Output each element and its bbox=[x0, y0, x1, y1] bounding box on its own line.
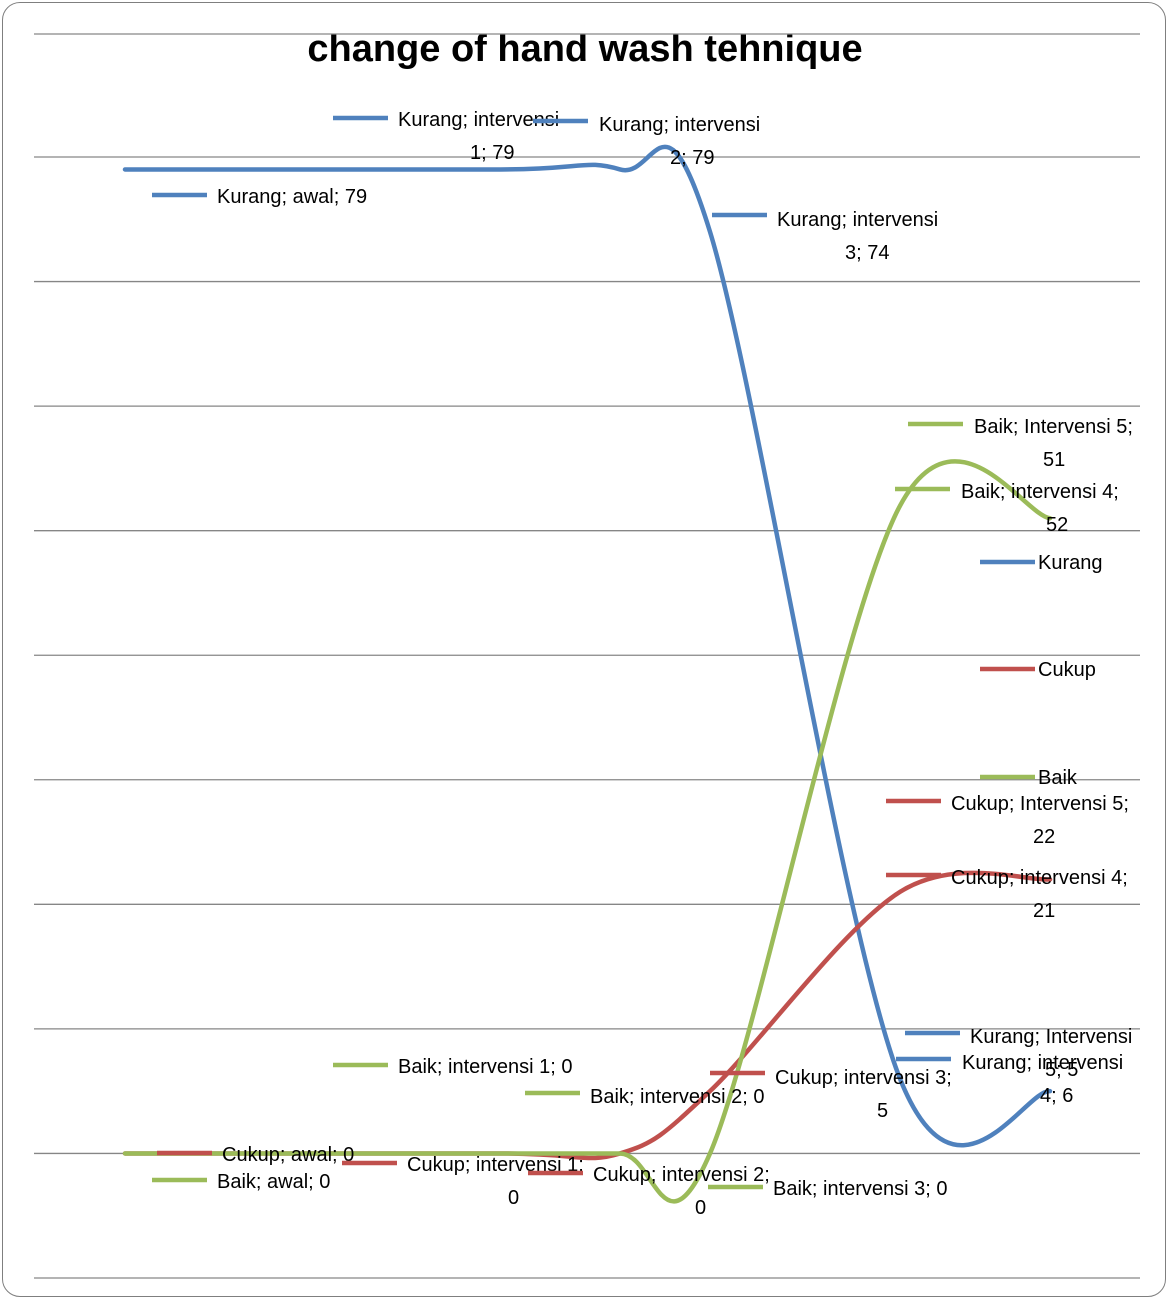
data-label: Baik; intervensi 3; 0 bbox=[773, 1178, 948, 1200]
data-label: Kurang; Intervensi bbox=[970, 1026, 1132, 1048]
data-label: Cukup; intervensi 4; bbox=[951, 867, 1128, 889]
data-label: Kurang; intervensi bbox=[777, 209, 938, 231]
gridlines bbox=[34, 33, 1140, 1279]
legend-label-baik: Baik bbox=[1038, 767, 1078, 789]
series-lines bbox=[122, 144, 1053, 1204]
data-label: 3; 74 bbox=[845, 242, 889, 264]
data-labels: Kurang; awal; 79 Kurang; intervensi 1; 79 K… bbox=[152, 109, 1133, 1219]
data-label: Baik; awal; 0 bbox=[217, 1171, 330, 1193]
data-label: Cukup; intervensi 3; bbox=[775, 1067, 952, 1089]
data-label: Cukup; intervensi 1; bbox=[407, 1154, 584, 1176]
data-label: Baik; intervensi 1; 0 bbox=[398, 1056, 573, 1078]
series-line-cukup bbox=[122, 870, 1053, 1161]
series-line-kurang bbox=[122, 144, 1053, 1148]
data-label: Kurang; intervensi bbox=[599, 114, 760, 136]
legend-label-cukup: Cukup bbox=[1038, 659, 1096, 681]
data-label: Kurang; awal; 79 bbox=[217, 186, 367, 208]
series-line-baik bbox=[122, 459, 1053, 1204]
data-label: Kurang; intervensi bbox=[962, 1052, 1123, 1074]
legend-label-kurang: Kurang bbox=[1038, 552, 1103, 574]
data-label: 5; 5 bbox=[1045, 1059, 1078, 1081]
data-label: Cukup; awal; 0 bbox=[222, 1144, 354, 1166]
data-label: Cukup; Intervensi 5; bbox=[951, 793, 1129, 815]
data-label: Cukup; intervensi 2; bbox=[593, 1164, 770, 1186]
data-label: Kurang; intervensi bbox=[398, 109, 559, 131]
data-label: Baik; intervensi 4; bbox=[961, 481, 1119, 503]
data-label: 22 bbox=[1033, 826, 1055, 848]
data-label: 4; 6 bbox=[1040, 1085, 1073, 1107]
data-label: 5 bbox=[877, 1100, 888, 1122]
data-label: 0 bbox=[695, 1197, 706, 1219]
data-label: Baik; Intervensi 5; bbox=[974, 416, 1133, 438]
data-label: 52 bbox=[1046, 514, 1068, 536]
data-label: 21 bbox=[1033, 900, 1055, 922]
data-label: Baik; intervensi 2; 0 bbox=[590, 1086, 765, 1108]
legend: Kurang Cukup Baik bbox=[980, 552, 1103, 789]
chart-title: change of hand wash tehnique bbox=[307, 28, 863, 70]
data-label: 2; 79 bbox=[670, 147, 714, 169]
data-label: 0 bbox=[508, 1187, 519, 1209]
data-label: 51 bbox=[1043, 449, 1065, 471]
data-label: 1; 79 bbox=[470, 142, 514, 164]
